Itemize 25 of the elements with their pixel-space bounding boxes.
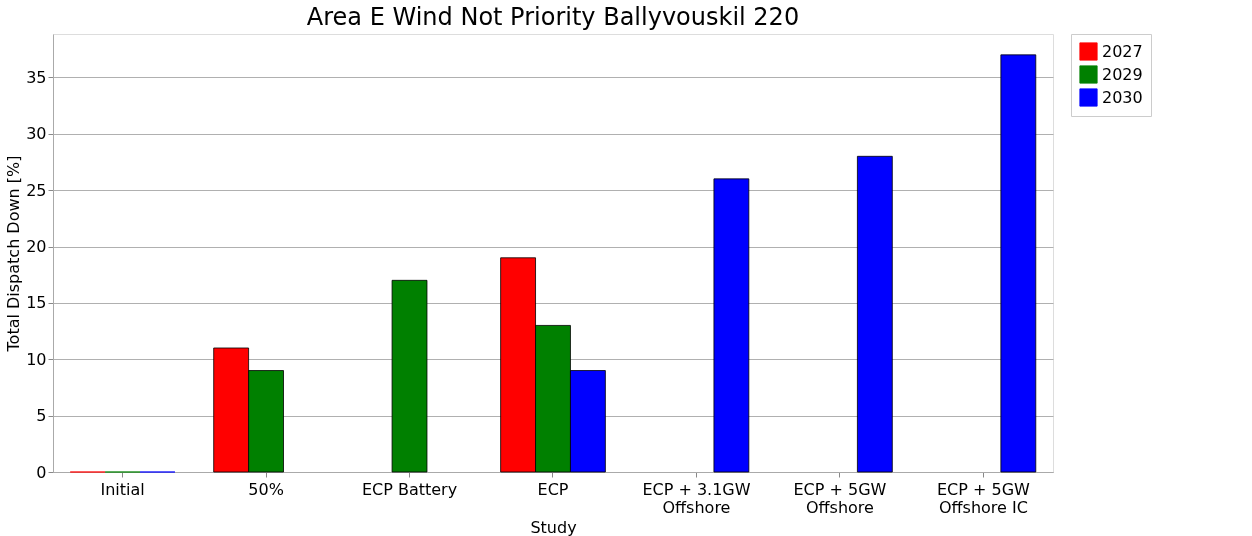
- y-tick-label: 30: [26, 124, 47, 144]
- x-axis-title: Study: [530, 517, 577, 536]
- x-tick-label: Initial: [100, 479, 145, 499]
- legend-label: 2027: [1102, 41, 1143, 61]
- bar: [1000, 54, 1037, 473]
- x-tick-label: ECP + 3.1GW Offshore: [642, 479, 751, 517]
- x-tick-label: ECP + 5GW Offshore: [793, 479, 887, 517]
- y-tick-label: 10: [26, 349, 47, 369]
- x-tick-label: 50%: [248, 479, 284, 499]
- legend-label: 2029: [1102, 64, 1143, 84]
- legend-label: 2030: [1102, 87, 1143, 107]
- bar: [857, 155, 893, 473]
- bar: [713, 178, 750, 473]
- y-tick-label: 5: [36, 406, 47, 426]
- x-tick-label: ECP Battery: [361, 479, 458, 499]
- y-tick-label: 25: [26, 180, 47, 200]
- bar: [391, 279, 428, 473]
- y-tick-label: 15: [26, 293, 47, 313]
- chart-title: Area E Wind Not Priority Ballyvouskil 220: [306, 2, 800, 31]
- y-tick-label: 0: [36, 462, 47, 482]
- y-tick-label: 20: [26, 237, 47, 257]
- y-axis-title: Total Dispatch Down [%]: [4, 155, 24, 353]
- x-tick-label: ECP: [537, 479, 569, 499]
- x-tick-label: ECP + 5GW Offshore IC: [936, 479, 1031, 517]
- y-tick-label: 35: [26, 67, 47, 87]
